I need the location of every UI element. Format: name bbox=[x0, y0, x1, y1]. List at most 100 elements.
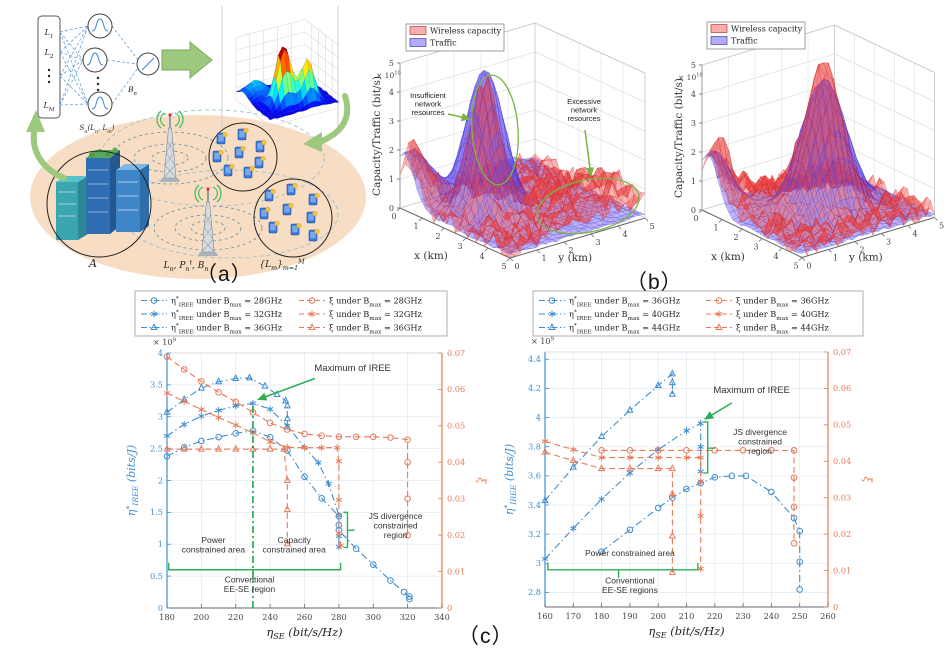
ue-indicator-dot bbox=[274, 220, 280, 227]
legend-entry-label: ξ under Bmax = 36GHz bbox=[736, 296, 830, 309]
grid bbox=[544, 352, 829, 607]
svg-text:0.05: 0.05 bbox=[833, 420, 851, 430]
legend-entry-label: ξ under Bmax = 40GHz bbox=[736, 309, 830, 322]
flow-arrow-up bbox=[30, 125, 67, 181]
legend: Wireless capacity Traffic bbox=[405, 23, 505, 52]
svg-text:0: 0 bbox=[691, 206, 696, 215]
nn-output-glyph bbox=[141, 57, 155, 71]
nn-input-M: LM bbox=[42, 101, 54, 113]
annotation-text: JS divergence constrained region bbox=[369, 511, 423, 540]
svg-text:0.02: 0.02 bbox=[833, 529, 851, 539]
svg-text:220: 220 bbox=[228, 612, 244, 622]
svg-text:1: 1 bbox=[541, 254, 546, 263]
svg-text:3: 3 bbox=[691, 119, 696, 128]
svg-text:1.5: 1.5 bbox=[150, 507, 163, 517]
buildings-circle bbox=[46, 150, 152, 258]
caption-b: （b） bbox=[626, 271, 683, 294]
svg-text:5: 5 bbox=[501, 262, 506, 271]
svg-text:0: 0 bbox=[391, 212, 396, 221]
svg-text:0: 0 bbox=[806, 262, 811, 271]
annotation-text: Insufficient network resources bbox=[410, 91, 447, 117]
svg-text:280: 280 bbox=[331, 612, 347, 622]
legend: Wireless capacity Traffic bbox=[706, 21, 806, 50]
flow-arrow-right bbox=[161, 40, 213, 80]
svg-text:0.03: 0.03 bbox=[833, 493, 851, 503]
ue-label: {Lm}m=1M bbox=[259, 259, 305, 272]
region-bracket-v bbox=[703, 421, 709, 474]
svg-text:1: 1 bbox=[691, 177, 696, 186]
svg-text:260: 260 bbox=[297, 612, 313, 622]
ue-indicator-dot bbox=[240, 145, 246, 152]
panel-a-system-diagram: A Ln, Pnt, Bn {Lm}m=1M L1 L2 LM bbox=[26, 6, 366, 279]
traffic-prediction-surface bbox=[235, 19, 340, 127]
svg-text:0.5: 0.5 bbox=[150, 571, 163, 581]
annotation-text: Maximum of IREE bbox=[713, 385, 790, 396]
svg-text:240: 240 bbox=[262, 612, 278, 622]
nn-input-layer bbox=[37, 15, 61, 119]
svg-text:2.8: 2.8 bbox=[528, 587, 541, 597]
svg-text:0.06: 0.06 bbox=[833, 383, 851, 393]
svg-text:200: 200 bbox=[194, 612, 210, 622]
ue-indicator-dot bbox=[270, 188, 276, 195]
nn-edges bbox=[59, 25, 139, 106]
svg-text:320: 320 bbox=[400, 612, 416, 622]
svg-text:3: 3 bbox=[457, 242, 462, 251]
legend-swatch-blue bbox=[409, 38, 427, 47]
svg-text:1: 1 bbox=[389, 175, 394, 184]
series-2 bbox=[163, 373, 291, 430]
nn-input-1: L1 bbox=[44, 28, 54, 40]
svg-text:2: 2 bbox=[691, 148, 696, 157]
left-axis-exponent: × 109 bbox=[153, 338, 176, 347]
ue-indicator-dot bbox=[218, 149, 224, 156]
base-stations bbox=[156, 110, 222, 256]
svg-text:250: 250 bbox=[792, 611, 808, 621]
bs-beacon bbox=[206, 187, 210, 191]
neural-network: L1 L2 LM Bn Sn(Ln, Lm) bbox=[37, 13, 160, 135]
legend-entry-label: ξ under Bmax = 28GHz bbox=[329, 296, 423, 309]
svg-text:170: 170 bbox=[565, 611, 581, 621]
legend-entry-label: η*IREE under Bmax = 36GHz bbox=[569, 296, 681, 309]
caption-c: （c） bbox=[458, 625, 514, 648]
svg-text:0.03: 0.03 bbox=[447, 494, 465, 504]
signal-arc-left bbox=[198, 186, 204, 201]
annotation-text: Conventional EE-SE regions bbox=[602, 576, 658, 596]
svg-text:4: 4 bbox=[773, 252, 778, 261]
svg-text:210: 210 bbox=[679, 611, 695, 621]
series-3 bbox=[163, 353, 411, 539]
ue-indicator-dot bbox=[243, 127, 249, 134]
svg-text:1: 1 bbox=[158, 539, 163, 549]
series-4 bbox=[541, 437, 704, 573]
ue-indicator-dot bbox=[292, 182, 298, 189]
nn-input-2: L2 bbox=[44, 48, 54, 60]
bs-tower-base bbox=[160, 178, 180, 182]
ue-indicator-dot bbox=[265, 206, 271, 213]
ue-indicator-dot bbox=[296, 222, 302, 229]
svg-text:3: 3 bbox=[389, 117, 394, 126]
svg-text:3: 3 bbox=[753, 243, 758, 252]
legend-entry-label: η*IREE under Bmax = 40GHz bbox=[569, 309, 681, 322]
svg-text:0: 0 bbox=[833, 602, 838, 612]
svg-text:3.8: 3.8 bbox=[528, 442, 541, 452]
region-bracket-h bbox=[168, 562, 342, 571]
axis-grid bbox=[399, 22, 646, 259]
z-axis-label: Capacity/Traffic (bit/s) bbox=[371, 76, 383, 196]
legend-label: Wireless capacity bbox=[430, 27, 502, 36]
region-bracket-h bbox=[547, 562, 699, 571]
svg-text:2: 2 bbox=[389, 146, 394, 155]
svg-text:260: 260 bbox=[820, 611, 836, 621]
svg-text:5: 5 bbox=[939, 222, 944, 231]
series-5 bbox=[163, 444, 291, 547]
ue-indicator-dot bbox=[249, 165, 255, 172]
svg-text:5: 5 bbox=[691, 61, 696, 70]
svg-text:3: 3 bbox=[158, 412, 163, 422]
svg-text:0.06: 0.06 bbox=[447, 384, 465, 394]
caption-a: （a） bbox=[196, 263, 253, 286]
annotations: Maximum of IREE JS divergence constrained r… bbox=[168, 363, 423, 608]
legend-entry-label: ξ under Bmax = 36GHz bbox=[329, 323, 423, 336]
x-axis-label: ηSE (bit/s/Hz) bbox=[648, 624, 724, 640]
ue-indicator-dot bbox=[229, 163, 235, 170]
ue-indicator-dot bbox=[261, 139, 267, 146]
svg-text:4: 4 bbox=[912, 230, 917, 239]
buildings bbox=[56, 147, 149, 240]
